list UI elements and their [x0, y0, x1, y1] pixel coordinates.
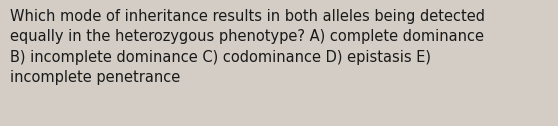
Text: Which mode of inheritance results in both alleles being detected
equally in the : Which mode of inheritance results in bot…: [10, 9, 485, 85]
